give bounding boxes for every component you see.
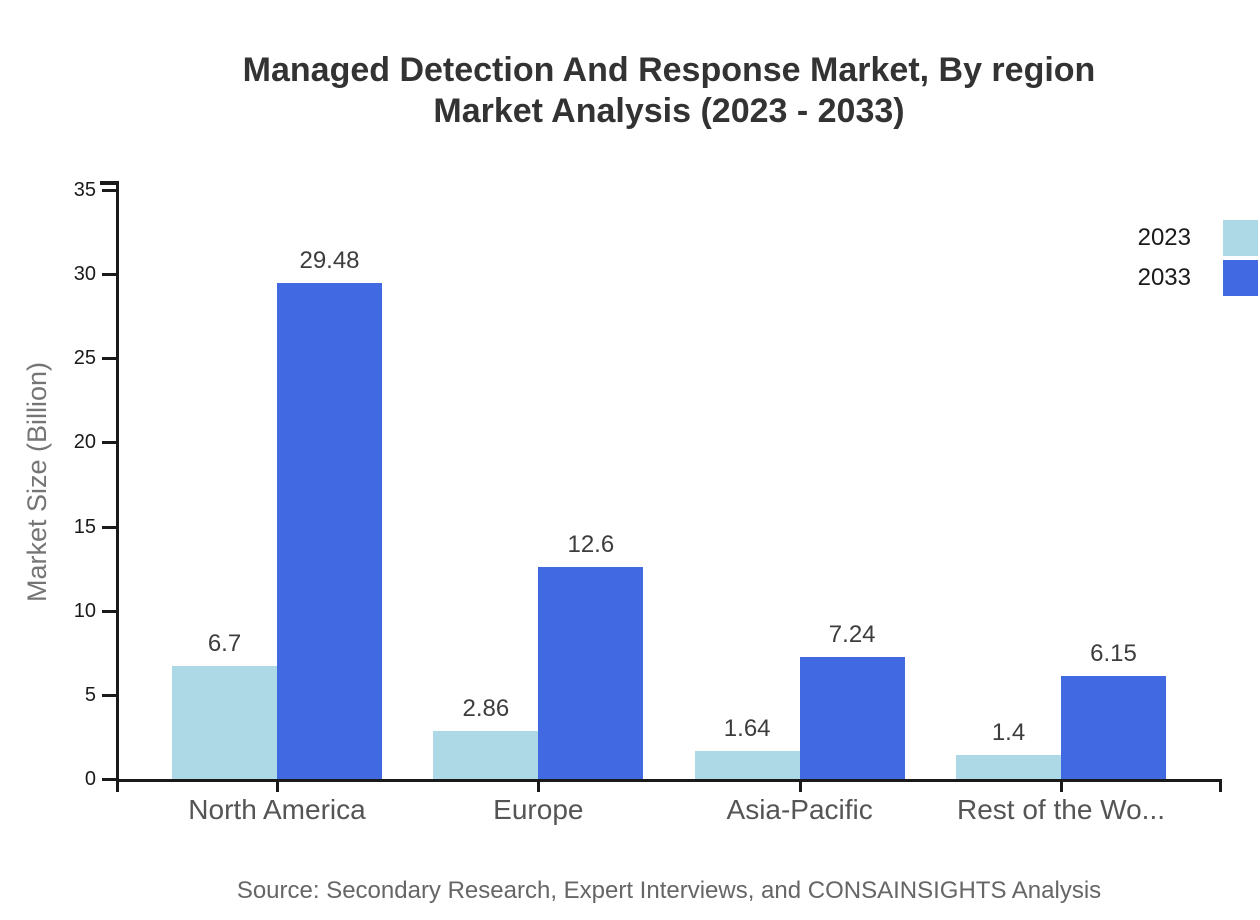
legend-swatch-2033 xyxy=(1223,259,1258,296)
source-attribution: Source: Secondary Research, Expert Inter… xyxy=(236,877,1102,904)
y-axis-title: Market Size (Billion) xyxy=(22,361,52,603)
legend-label-2033: 2033 xyxy=(1137,263,1191,291)
x-axis-right-cap xyxy=(1219,779,1222,792)
y-tick xyxy=(102,609,116,613)
bar-value-label: 29.48 xyxy=(299,246,360,274)
y-tick-label: 10 xyxy=(73,599,96,622)
bar-value-label: 1.4 xyxy=(991,719,1026,747)
bar-2033 xyxy=(538,566,644,779)
bar-value-label: 1.64 xyxy=(723,715,771,743)
x-tick xyxy=(276,779,279,792)
y-tick xyxy=(102,778,116,781)
y-tick-label: 5 xyxy=(84,683,96,706)
chart-title-line-2: Market Analysis (2023 - 2033) xyxy=(433,92,905,130)
y-tick xyxy=(102,441,116,445)
y-tick-label: 30 xyxy=(73,263,96,286)
bar-2033 xyxy=(799,657,905,779)
bar-value-label: 12.6 xyxy=(567,530,615,558)
bar-value-label: 6.15 xyxy=(1090,639,1137,667)
y-tick-label: 0 xyxy=(84,768,96,790)
chart-title: Managed Detection And Response Market, B… xyxy=(116,50,1222,132)
x-tick xyxy=(537,779,541,792)
legend-label-2023: 2023 xyxy=(1137,223,1191,251)
bar-value-label: 6.7 xyxy=(207,630,242,658)
bar-2023 xyxy=(433,730,539,779)
legend-item-2023: 2023 xyxy=(1138,219,1258,256)
x-category-label: North America xyxy=(188,794,366,825)
y-tick-label: 35 xyxy=(73,179,96,201)
y-tick-label: 20 xyxy=(73,431,96,454)
x-tick xyxy=(1060,779,1063,792)
bar-2023 xyxy=(956,755,1061,779)
x-category-label: Europe xyxy=(493,794,584,825)
bar-value-label: 7.24 xyxy=(828,621,876,649)
y-tick xyxy=(102,189,116,192)
y-tick-label: 15 xyxy=(73,515,96,538)
bar-2023 xyxy=(172,666,277,779)
y-tick xyxy=(102,273,116,277)
chart-title-line-1: Managed Detection And Response Market, B… xyxy=(242,51,1096,89)
bar-2033 xyxy=(1061,675,1166,779)
bar-2033 xyxy=(277,282,382,779)
y-tick-label: 25 xyxy=(73,347,96,370)
legend-item-2033: 2033 xyxy=(1138,259,1258,296)
y-axis-line xyxy=(116,181,119,782)
legend-swatch-2023 xyxy=(1223,219,1258,256)
y-tick xyxy=(102,693,116,697)
x-axis-left-cap xyxy=(116,779,119,792)
x-tick xyxy=(798,779,802,792)
x-category-label: Asia-Pacific xyxy=(726,794,873,825)
y-axis-end-cap xyxy=(100,181,116,185)
bar-2023 xyxy=(694,751,800,779)
y-tick xyxy=(102,525,116,529)
y-tick xyxy=(102,357,116,361)
x-axis-line xyxy=(116,779,1222,782)
bar-value-label: 2.86 xyxy=(462,694,510,722)
x-category-label: Rest of the Wo... xyxy=(956,794,1166,825)
